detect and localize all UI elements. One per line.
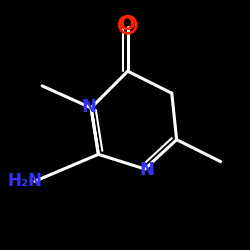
Text: H₂N: H₂N xyxy=(7,172,42,190)
Text: N: N xyxy=(81,98,96,116)
Text: N: N xyxy=(140,161,155,179)
Text: O: O xyxy=(120,15,136,34)
